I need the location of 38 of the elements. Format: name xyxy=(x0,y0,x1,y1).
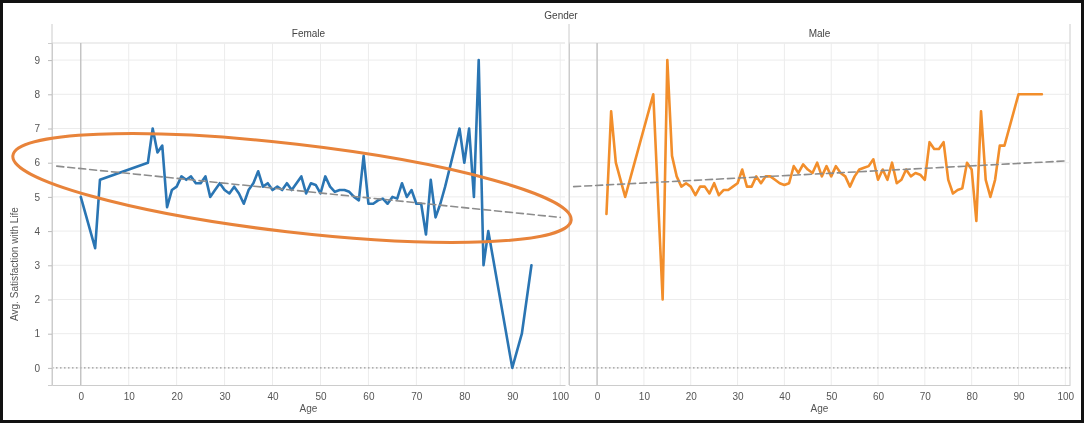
y-tick-label: 6 xyxy=(34,157,41,169)
chart-subtitle: Male xyxy=(808,28,831,39)
y-tick-label: 9 xyxy=(34,54,41,66)
x-tick-label: 20 xyxy=(171,391,184,403)
x-tick-label: 100 xyxy=(552,391,570,403)
y-tick-label: 8 xyxy=(34,89,41,100)
y-tick-label: 4 xyxy=(34,225,41,237)
x-tick-label: 20 xyxy=(685,391,698,403)
x-tick-label: 50 xyxy=(315,391,327,403)
x-axis-title: Age xyxy=(810,403,829,414)
x-tick-label: 0 xyxy=(594,391,601,403)
x-tick-label: 60 xyxy=(363,391,375,403)
x-tick-label: 80 xyxy=(459,391,471,403)
y-tick-label: 1 xyxy=(34,328,41,340)
x-tick-label: 40 xyxy=(779,391,791,403)
x-tick-label: 80 xyxy=(966,391,979,403)
y-axis-title: Avg. Satisfaction with Life xyxy=(9,206,20,321)
chart-subtitle: Female xyxy=(291,28,326,39)
y-tick-label: 5 xyxy=(34,191,41,203)
x-tick-label: 70 xyxy=(919,391,932,403)
x-tick-label: 40 xyxy=(267,391,280,403)
x-tick-label: 70 xyxy=(411,391,423,403)
y-tick-label: 3 xyxy=(34,260,41,271)
y-tick-label: 0 xyxy=(34,362,41,374)
x-axis-title: Age xyxy=(299,403,318,414)
y-tick-label: 2 xyxy=(34,294,41,306)
x-tick-label: 10 xyxy=(638,391,651,403)
x-tick-label: 90 xyxy=(507,391,519,403)
x-tick-label: 100 xyxy=(1057,391,1075,403)
x-tick-label: 30 xyxy=(219,391,232,403)
x-tick-label: 30 xyxy=(732,391,745,403)
x-tick-label: 90 xyxy=(1013,391,1025,403)
y-tick-label: 7 xyxy=(34,123,41,135)
x-tick-label: 50 xyxy=(826,391,838,403)
x-tick-label: 10 xyxy=(123,391,136,403)
chart-title: Gender xyxy=(544,10,579,21)
x-tick-label: 0 xyxy=(78,391,85,403)
x-tick-label: 60 xyxy=(872,391,885,403)
